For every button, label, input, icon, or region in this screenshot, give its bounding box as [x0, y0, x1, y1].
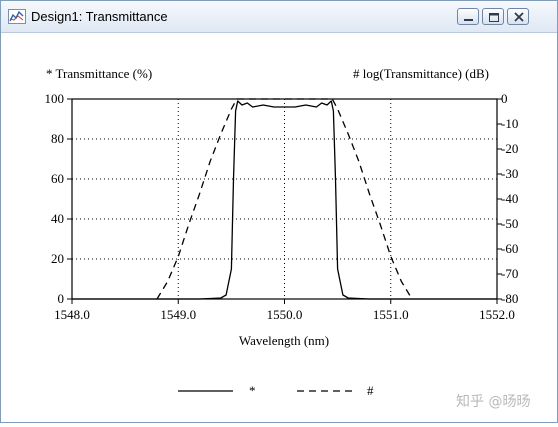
- x-tick-label: 1550.0: [267, 307, 303, 322]
- transmittance-chart: * Transmittance (%) # log(Transmittance)…: [45, 66, 519, 398]
- y-left-tick-label: 100: [45, 91, 65, 106]
- y-left-tick-label: 0: [58, 291, 65, 306]
- axis-ticks: 1548.0 1549.0 1550.0 1551.0 1552.0 0 20 40 60 80 1…: [45, 91, 519, 322]
- x-tick-label: 1551.0: [373, 307, 409, 322]
- y-left-tick-label: 80: [51, 131, 64, 146]
- y-right-tick-label: -20: [501, 141, 518, 156]
- grid-lines: [72, 99, 497, 299]
- y-right-tick-label: -40: [501, 191, 518, 206]
- y-right-tick-label: -70: [501, 266, 518, 281]
- series-log-transmittance-line: [156, 98, 413, 300]
- left-axis-label: * Transmittance (%): [46, 66, 152, 81]
- x-tick-label: 1548.0: [54, 307, 90, 322]
- y-right-tick-label: 0: [501, 91, 508, 106]
- maximize-icon: [489, 13, 499, 22]
- maximize-button[interactable]: [482, 8, 504, 25]
- series-transmittance-line: [72, 100, 497, 300]
- y-left-tick-label: 40: [51, 211, 64, 226]
- y-right-tick-label: -30: [501, 166, 518, 181]
- y-left-tick-label: 60: [51, 171, 64, 186]
- minimize-icon: [464, 19, 473, 21]
- y-right-tick-label: -60: [501, 241, 518, 256]
- watermark-text: 知乎 @旸旸: [456, 394, 531, 410]
- x-tick-label: 1552.0: [479, 307, 515, 322]
- chart-icon: [8, 9, 26, 24]
- legend-label-dashed: #: [367, 383, 374, 398]
- plot-area: * Transmittance (%) # log(Transmittance)…: [1, 33, 557, 422]
- close-icon: [514, 12, 524, 22]
- x-axis-label: Wavelength (nm): [239, 333, 329, 348]
- y-right-tick-label: -10: [501, 116, 518, 131]
- title-bar[interactable]: Design1: Transmittance: [1, 1, 557, 33]
- y-right-tick-label: -50: [501, 216, 518, 231]
- legend-label-solid: *: [249, 383, 256, 398]
- window-title: Design1: Transmittance: [31, 9, 168, 24]
- data-series: [72, 98, 497, 300]
- y-right-tick-label: -80: [501, 291, 518, 306]
- x-tick-label: 1549.0: [160, 307, 196, 322]
- close-button[interactable]: [507, 8, 529, 25]
- y-left-tick-label: 20: [51, 251, 64, 266]
- minimize-button[interactable]: [457, 8, 479, 25]
- right-axis-label: # log(Transmittance) (dB): [353, 66, 489, 81]
